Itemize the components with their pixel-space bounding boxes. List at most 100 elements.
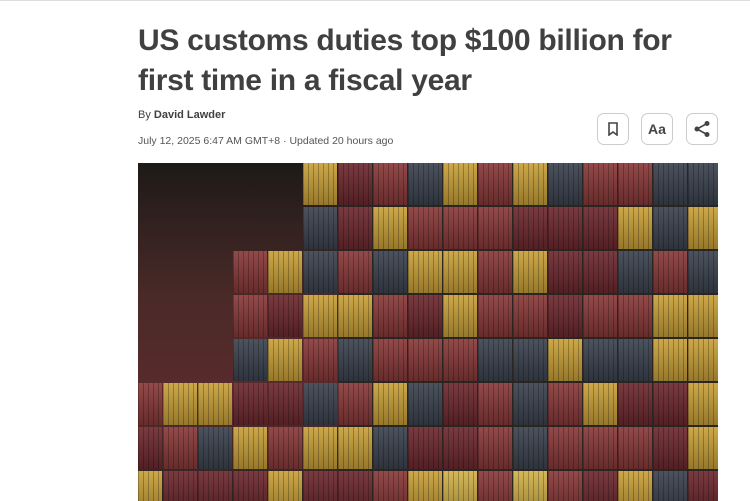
shipping-container	[268, 251, 302, 293]
shipping-container	[163, 427, 197, 469]
shipping-container	[338, 251, 372, 293]
shipping-container	[268, 427, 302, 469]
shipping-container	[373, 295, 407, 337]
shipping-container	[618, 295, 652, 337]
shipping-container	[618, 471, 652, 501]
shipping-container	[548, 427, 582, 469]
shipping-container	[688, 383, 718, 425]
shipping-container	[338, 383, 372, 425]
shipping-container	[408, 339, 442, 381]
shipping-container	[163, 383, 197, 425]
shipping-container	[478, 471, 512, 501]
shipping-container	[268, 339, 302, 381]
shipping-container	[513, 471, 547, 501]
shipping-container	[303, 339, 337, 381]
shipping-container	[618, 339, 652, 381]
shipping-container	[583, 339, 617, 381]
share-button[interactable]	[686, 113, 718, 145]
shipping-container	[233, 383, 267, 425]
shipping-container	[303, 295, 337, 337]
byline: By David Lawder	[138, 109, 225, 121]
shipping-container	[408, 295, 442, 337]
shipping-container	[478, 207, 512, 249]
shipping-container	[548, 383, 582, 425]
shipping-container	[653, 163, 687, 205]
shipping-container	[443, 251, 477, 293]
shipping-container	[583, 163, 617, 205]
shipping-container	[373, 383, 407, 425]
shipping-container	[443, 207, 477, 249]
shipping-container	[618, 207, 652, 249]
shipping-container	[653, 251, 687, 293]
shipping-container	[688, 427, 718, 469]
shipping-container	[548, 251, 582, 293]
shipping-container	[443, 163, 477, 205]
shipping-container	[303, 383, 337, 425]
byline-prefix: By	[138, 109, 151, 121]
shipping-container	[513, 383, 547, 425]
article-title: US customs duties top $100 billion for f…	[138, 24, 672, 97]
shipping-container	[233, 339, 267, 381]
shipping-container	[233, 471, 267, 501]
shipping-container	[233, 427, 267, 469]
shipping-container	[478, 251, 512, 293]
shipping-container	[303, 471, 337, 501]
shipping-container	[583, 207, 617, 249]
shipping-container	[583, 251, 617, 293]
shipping-container	[513, 251, 547, 293]
share-icon	[694, 121, 710, 137]
shipping-container	[233, 295, 267, 337]
shipping-container	[688, 163, 718, 205]
shipping-container	[373, 339, 407, 381]
shipping-container	[408, 163, 442, 205]
shipping-container	[478, 383, 512, 425]
shipping-container	[653, 207, 687, 249]
shipping-container	[548, 163, 582, 205]
shipping-container	[138, 471, 162, 501]
shipping-container	[373, 427, 407, 469]
shipping-container	[198, 383, 232, 425]
shipping-container	[373, 471, 407, 501]
shipping-container	[338, 207, 372, 249]
shipping-container	[373, 163, 407, 205]
shipping-container	[338, 427, 372, 469]
shipping-container	[198, 427, 232, 469]
shipping-container	[688, 471, 718, 501]
shipping-container	[513, 163, 547, 205]
shipping-container	[338, 471, 372, 501]
shipping-container	[618, 251, 652, 293]
shipping-container	[163, 471, 197, 501]
shipping-container	[138, 383, 162, 425]
shipping-container	[443, 339, 477, 381]
shipping-container	[688, 251, 718, 293]
shipping-container	[408, 251, 442, 293]
shipping-container	[478, 339, 512, 381]
shipping-container	[338, 339, 372, 381]
shipping-container	[653, 295, 687, 337]
article-photo	[138, 163, 718, 501]
bookmark-button[interactable]	[597, 113, 629, 145]
shipping-container	[653, 427, 687, 469]
shipping-container	[583, 471, 617, 501]
bookmark-icon	[608, 122, 618, 136]
shipping-container	[548, 471, 582, 501]
shipping-container	[478, 295, 512, 337]
author-link[interactable]: David Lawder	[153, 109, 226, 121]
shipping-container	[443, 295, 477, 337]
text-size-label: Aa	[648, 121, 666, 137]
text-size-button[interactable]: Aa	[641, 113, 673, 145]
shipping-container	[478, 163, 512, 205]
shipping-container	[618, 427, 652, 469]
shipping-container	[513, 295, 547, 337]
shipping-container	[688, 295, 718, 337]
shipping-container	[583, 383, 617, 425]
shipping-container	[513, 339, 547, 381]
shipping-container	[583, 427, 617, 469]
shipping-container	[303, 251, 337, 293]
shipping-container	[513, 427, 547, 469]
shipping-container	[338, 163, 372, 205]
shipping-container	[408, 383, 442, 425]
shipping-container	[653, 471, 687, 501]
shipping-container	[688, 207, 718, 249]
shipping-container	[548, 339, 582, 381]
